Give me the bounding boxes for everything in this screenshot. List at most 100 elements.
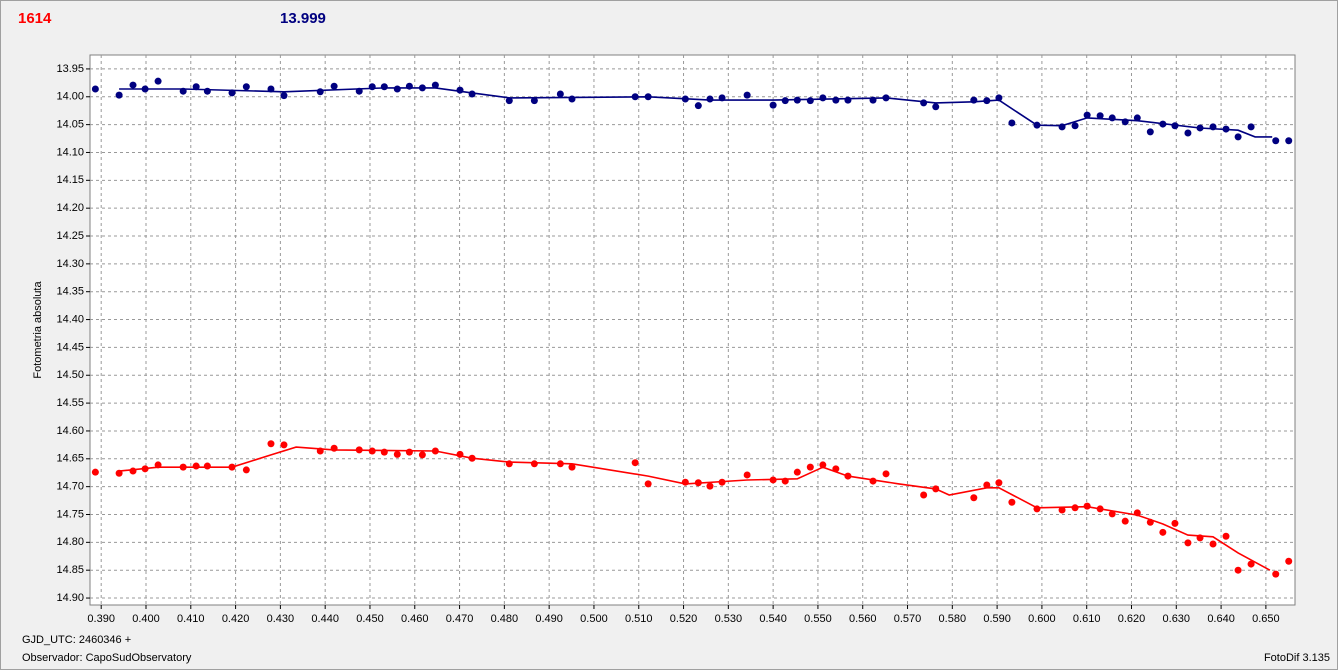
y-tick-label: 14.70 — [56, 481, 84, 493]
data-point — [970, 494, 978, 502]
data-point — [1272, 570, 1280, 578]
data-point — [192, 462, 200, 470]
data-point — [844, 96, 852, 104]
y-tick-label: 14.45 — [56, 341, 84, 353]
data-point — [1184, 539, 1192, 547]
data-point — [694, 102, 702, 110]
x-tick-label: 0.490 — [535, 613, 563, 625]
y-tick-label: 14.15 — [56, 174, 84, 186]
data-point — [819, 461, 827, 469]
data-point — [129, 81, 137, 89]
data-point — [1184, 129, 1192, 137]
data-point — [1133, 114, 1141, 122]
data-point — [1159, 528, 1167, 536]
data-point — [192, 83, 200, 91]
x-tick-label: 0.430 — [267, 613, 295, 625]
header-left: 1614 — [18, 10, 52, 27]
data-point — [418, 451, 426, 459]
data-point — [129, 467, 137, 475]
y-tick-label: 14.55 — [56, 397, 84, 409]
x-tick-label: 0.470 — [446, 613, 474, 625]
data-point — [1209, 540, 1217, 548]
y-tick-label: 14.25 — [56, 230, 84, 242]
data-point — [1108, 510, 1116, 518]
data-point — [743, 91, 751, 99]
data-point — [920, 99, 928, 107]
data-point — [1071, 122, 1079, 130]
y-tick-label: 14.50 — [56, 369, 84, 381]
x-tick-label: 0.450 — [356, 613, 384, 625]
footer-observer: Observador: CapoSudObservatory — [22, 652, 192, 664]
trend-line — [119, 87, 1273, 138]
data-point — [743, 471, 751, 479]
header-right: 13.999 — [280, 10, 326, 27]
data-point — [91, 85, 99, 93]
data-point — [91, 468, 99, 476]
data-point — [280, 92, 288, 100]
y-tick-label: 14.00 — [56, 91, 84, 103]
data-point — [1083, 111, 1091, 119]
x-tick-label: 0.520 — [670, 613, 698, 625]
data-point — [806, 97, 814, 105]
x-tick-label: 0.530 — [715, 613, 743, 625]
data-point — [1108, 114, 1116, 122]
data-point — [1272, 137, 1280, 145]
plot-area — [89, 54, 1296, 606]
y-tick-label: 14.75 — [56, 508, 84, 520]
x-tick-label: 0.410 — [177, 613, 205, 625]
y-tick-label: 14.65 — [56, 453, 84, 465]
x-tick-label: 0.400 — [132, 613, 160, 625]
data-point — [1008, 498, 1016, 506]
data-point — [983, 481, 991, 489]
data-point — [644, 480, 652, 488]
data-point — [330, 82, 338, 90]
data-point — [530, 460, 538, 468]
y-tick-label: 14.05 — [56, 119, 84, 131]
x-tick-label: 0.630 — [1163, 613, 1191, 625]
data-point — [556, 90, 564, 98]
y-tick-label: 13.95 — [56, 63, 84, 75]
data-point — [706, 482, 714, 490]
data-point — [995, 479, 1003, 487]
x-tick-label: 0.610 — [1073, 613, 1101, 625]
data-point — [706, 95, 714, 103]
data-point — [1171, 519, 1179, 527]
data-point — [568, 463, 576, 471]
data-point — [115, 91, 123, 99]
y-tick-label: 14.60 — [56, 425, 84, 437]
x-tick-label: 0.420 — [222, 613, 250, 625]
data-point — [431, 81, 439, 89]
data-point — [882, 470, 890, 478]
x-tick-label: 0.650 — [1252, 613, 1280, 625]
data-point — [1247, 123, 1255, 131]
x-tick-label: 0.390 — [87, 613, 115, 625]
footer-gjd: GJD_UTC: 2460346 + — [22, 634, 131, 646]
data-point — [203, 87, 211, 95]
data-point — [932, 103, 940, 111]
data-point — [1222, 532, 1230, 540]
y-tick-label: 14.10 — [56, 146, 84, 158]
x-tick-label: 0.440 — [311, 613, 339, 625]
data-point — [267, 440, 275, 448]
x-tick-label: 0.480 — [491, 613, 519, 625]
data-point — [631, 459, 639, 467]
data-point — [1096, 112, 1104, 120]
data-point — [530, 97, 538, 105]
y-tick-label: 14.35 — [56, 286, 84, 298]
data-point — [568, 95, 576, 103]
data-point — [781, 97, 789, 105]
x-tick-label: 0.510 — [625, 613, 653, 625]
y-tick-label: 14.90 — [56, 592, 84, 604]
x-tick-label: 0.590 — [983, 613, 1011, 625]
y-tick-label: 14.20 — [56, 202, 84, 214]
y-tick-label: 14.85 — [56, 564, 84, 576]
footer-version: FotoDif 3.135 — [1264, 652, 1330, 664]
data-point — [806, 463, 814, 471]
data-point — [1008, 119, 1016, 127]
x-tick-label: 0.600 — [1028, 613, 1056, 625]
data-point — [819, 94, 827, 102]
data-point — [380, 83, 388, 91]
data-point — [280, 441, 288, 449]
